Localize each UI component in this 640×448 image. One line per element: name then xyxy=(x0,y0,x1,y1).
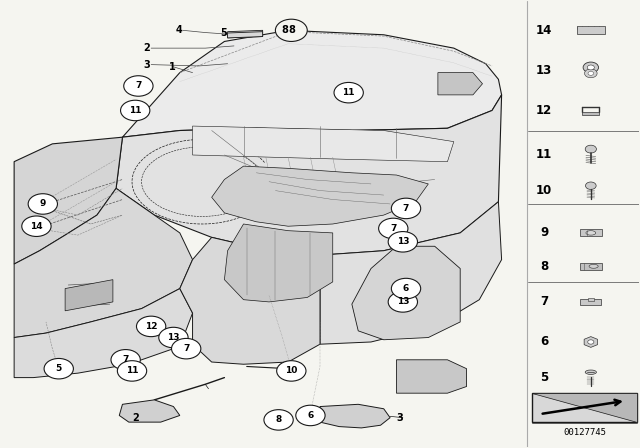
Text: 11: 11 xyxy=(129,106,141,115)
Circle shape xyxy=(159,327,188,348)
Circle shape xyxy=(136,316,166,336)
Circle shape xyxy=(588,71,594,75)
Text: 3: 3 xyxy=(143,60,150,69)
Polygon shape xyxy=(225,224,333,302)
Text: 4: 4 xyxy=(175,26,182,35)
Polygon shape xyxy=(532,393,637,422)
Circle shape xyxy=(583,62,598,73)
Text: 13: 13 xyxy=(167,333,180,342)
FancyBboxPatch shape xyxy=(577,26,605,34)
Polygon shape xyxy=(14,289,193,378)
Circle shape xyxy=(296,405,325,426)
FancyBboxPatch shape xyxy=(588,297,594,301)
Polygon shape xyxy=(396,360,467,393)
Ellipse shape xyxy=(586,231,596,235)
Circle shape xyxy=(22,216,51,237)
Polygon shape xyxy=(14,188,193,337)
Circle shape xyxy=(28,194,58,214)
FancyBboxPatch shape xyxy=(580,229,602,237)
Text: 8: 8 xyxy=(540,260,548,273)
Circle shape xyxy=(379,218,408,239)
Circle shape xyxy=(392,198,420,219)
FancyBboxPatch shape xyxy=(580,299,602,305)
Polygon shape xyxy=(438,73,483,95)
Circle shape xyxy=(120,100,150,121)
Text: 13: 13 xyxy=(536,64,552,77)
Text: 10: 10 xyxy=(285,366,298,375)
FancyBboxPatch shape xyxy=(582,112,599,116)
Polygon shape xyxy=(532,393,637,422)
Text: 11: 11 xyxy=(126,366,138,375)
Polygon shape xyxy=(14,137,122,264)
Text: 10: 10 xyxy=(536,184,552,197)
Circle shape xyxy=(44,358,74,379)
Circle shape xyxy=(124,76,153,96)
Circle shape xyxy=(588,65,595,70)
Text: 1: 1 xyxy=(169,62,175,72)
Text: 11: 11 xyxy=(342,88,355,97)
Text: 6: 6 xyxy=(403,284,409,293)
Polygon shape xyxy=(228,32,262,38)
Text: 13: 13 xyxy=(397,297,409,306)
Circle shape xyxy=(585,145,596,153)
Text: 7: 7 xyxy=(135,82,141,90)
Text: 00127745: 00127745 xyxy=(563,428,606,437)
Polygon shape xyxy=(119,400,180,422)
Text: 7: 7 xyxy=(540,295,548,308)
Text: 12: 12 xyxy=(145,322,157,331)
Polygon shape xyxy=(65,280,113,311)
Circle shape xyxy=(388,292,417,312)
Polygon shape xyxy=(180,237,320,364)
Text: 8: 8 xyxy=(275,415,282,424)
Circle shape xyxy=(586,182,596,190)
Circle shape xyxy=(334,82,364,103)
Text: 3: 3 xyxy=(396,413,403,422)
Polygon shape xyxy=(320,202,502,344)
Text: 7: 7 xyxy=(122,355,129,364)
Polygon shape xyxy=(352,246,460,340)
Circle shape xyxy=(276,361,306,381)
Polygon shape xyxy=(116,95,502,255)
Text: 9: 9 xyxy=(40,199,46,208)
Polygon shape xyxy=(212,166,428,226)
Text: 9: 9 xyxy=(540,226,548,239)
Circle shape xyxy=(111,349,140,370)
Ellipse shape xyxy=(585,370,596,375)
Circle shape xyxy=(172,338,201,359)
FancyBboxPatch shape xyxy=(580,263,602,270)
Circle shape xyxy=(588,340,594,344)
Text: 5: 5 xyxy=(540,371,548,384)
Text: 8: 8 xyxy=(288,26,295,35)
Text: 5: 5 xyxy=(220,28,227,39)
Circle shape xyxy=(264,409,293,430)
Text: 6: 6 xyxy=(307,411,314,420)
Circle shape xyxy=(388,232,417,252)
Text: 12: 12 xyxy=(536,104,552,117)
Text: 2: 2 xyxy=(132,413,139,422)
Text: 2: 2 xyxy=(143,43,150,53)
Circle shape xyxy=(392,278,420,299)
Polygon shape xyxy=(320,404,390,428)
Text: 8: 8 xyxy=(282,26,289,35)
Text: 7: 7 xyxy=(183,344,189,353)
Polygon shape xyxy=(193,126,454,162)
Polygon shape xyxy=(228,30,262,38)
Circle shape xyxy=(275,19,307,42)
Polygon shape xyxy=(122,30,502,137)
Circle shape xyxy=(584,69,597,78)
Text: 5: 5 xyxy=(56,364,62,373)
Text: 13: 13 xyxy=(397,237,409,246)
Circle shape xyxy=(117,361,147,381)
Text: 14: 14 xyxy=(536,24,552,37)
Text: 11: 11 xyxy=(536,148,552,161)
Text: 7: 7 xyxy=(390,224,396,233)
Text: 6: 6 xyxy=(540,336,548,349)
Ellipse shape xyxy=(589,264,598,268)
Text: 7: 7 xyxy=(403,204,409,213)
Text: 14: 14 xyxy=(30,222,43,231)
